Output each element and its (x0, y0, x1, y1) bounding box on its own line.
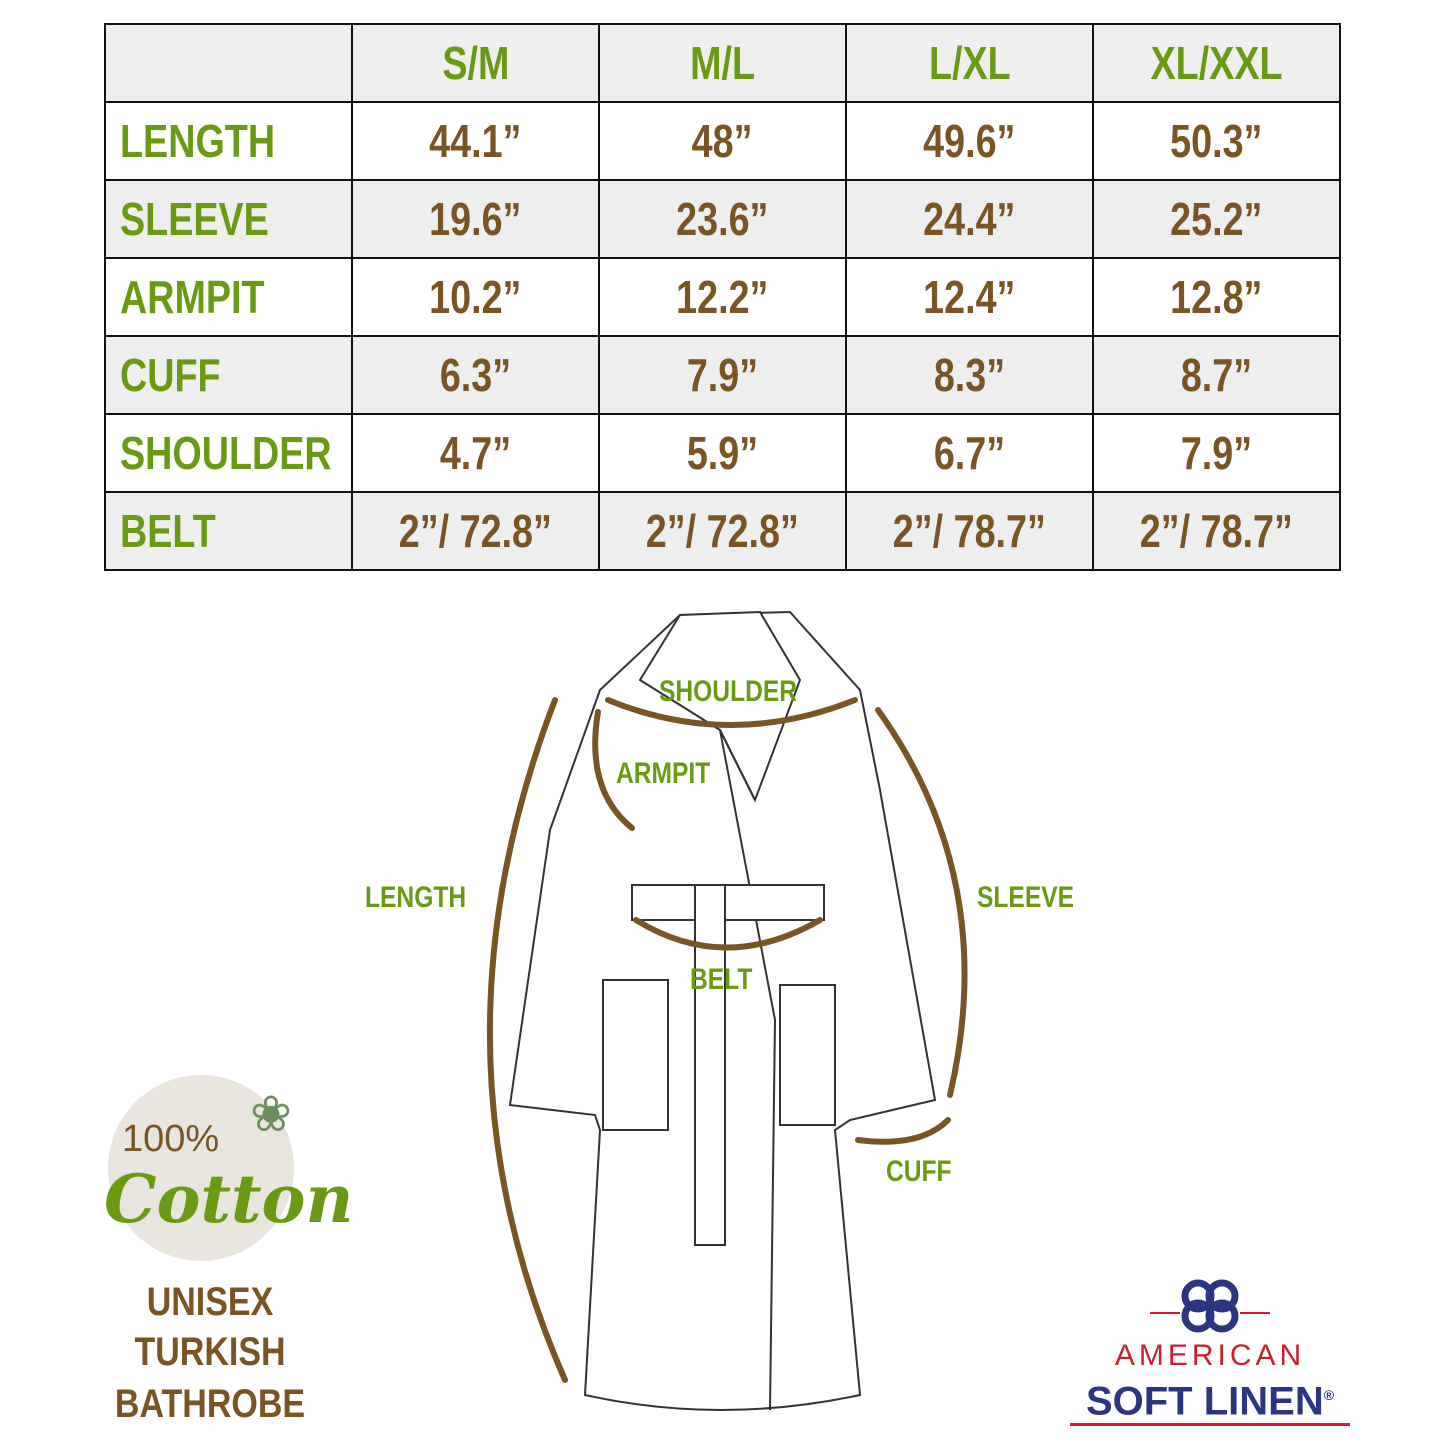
measurement-cell: 49.6” (845, 101, 1094, 181)
robe-front-edge (719, 729, 777, 1411)
armpit-label: ARMPIT (616, 757, 711, 790)
product-line-1: UNISEX (146, 1280, 274, 1324)
registered-mark: ® (1323, 1387, 1335, 1403)
measurement-cell: 5.9” (598, 413, 847, 493)
row-label: CUFF (104, 335, 353, 415)
measurement-cell: 25.2” (1092, 179, 1341, 259)
measurement-cell: 12.8” (1092, 257, 1341, 337)
sleeve-label: SLEEVE (977, 881, 1075, 914)
belt-arrow (633, 917, 823, 951)
measurement-cell: 19.6” (351, 179, 600, 259)
measurement-cell: 48” (598, 101, 847, 181)
badge-material: Cotton (104, 1160, 354, 1238)
row-label: SHOULDER (104, 413, 353, 493)
measurement-cell: 10.2” (351, 257, 600, 337)
cuff-arrow (855, 1117, 951, 1145)
table-row: ARMPIT 10.2” 12.2” 12.4” 12.8” (104, 257, 1341, 337)
measurement-cell: 6.7” (845, 413, 1094, 493)
pocket-right (779, 984, 836, 1126)
size-chart-table: S/M M/L L/XL XL/XXL LENGTH 44.1” 48” 49.6” 5… (104, 23, 1341, 571)
armpit-arrow (592, 709, 635, 831)
robe-belt-tail (694, 884, 726, 1246)
measurement-cell: 2”/ 78.7” (1092, 491, 1341, 571)
table-header-row: S/M M/L L/XL XL/XXL (104, 23, 1341, 103)
length-label: LENGTH (365, 881, 467, 914)
measurement-cell: 44.1” (351, 101, 600, 181)
measurement-cell: 50.3” (1092, 101, 1341, 181)
row-label: SLEEVE (104, 179, 353, 259)
brand-logo: AMERICAN SOFT LINEN® (1070, 1278, 1350, 1427)
cotton-badge (108, 1075, 294, 1261)
table-row: LENGTH 44.1” 48” 49.6” 50.3” (104, 101, 1341, 181)
measurement-cell: 8.3” (845, 335, 1094, 415)
badge-percent: 100% (122, 1118, 220, 1160)
measurement-cell: 24.4” (845, 179, 1094, 259)
table-row: SLEEVE 19.6” 23.6” 24.4” 25.2” (104, 179, 1341, 259)
table-row: BELT 2”/ 72.8” 2”/ 72.8” 2”/ 78.7” 2”/ 78.7” (104, 491, 1341, 571)
sleeve-arrow (875, 707, 968, 1098)
product-line-3: BATHROBE (114, 1382, 306, 1426)
measurement-cell: 12.2” (598, 257, 847, 337)
measurement-cell: 4.7” (351, 413, 600, 493)
measurement-cell: 7.9” (1092, 413, 1341, 493)
belt-label: BELT (690, 963, 753, 996)
measurement-cell: 2”/ 72.8” (351, 491, 600, 571)
table-row: SHOULDER 4.7” 5.9” 6.7” 7.9” (104, 413, 1341, 493)
row-label: ARMPIT (104, 257, 353, 337)
measurement-cell: 8.7” (1092, 335, 1341, 415)
product-line-2: TURKISH (134, 1330, 286, 1374)
knot-logo-icon (1150, 1279, 1270, 1333)
row-label: BELT (104, 491, 353, 571)
header-cell (104, 23, 353, 103)
length-arrow (486, 697, 568, 1383)
measurement-cell: 23.6” (598, 179, 847, 259)
measurement-cell: 2”/ 72.8” (598, 491, 847, 571)
row-label: LENGTH (104, 101, 353, 181)
measurement-cell: 2”/ 78.7” (845, 491, 1094, 571)
header-cell: M/L (598, 23, 847, 103)
logo-top-text: AMERICAN (1114, 1339, 1306, 1372)
header-cell: L/XL (845, 23, 1094, 103)
shoulder-label: SHOULDER (659, 675, 798, 708)
measurement-cell: 7.9” (598, 335, 847, 415)
header-cell: XL/XXL (1092, 23, 1341, 103)
pocket-left (602, 979, 669, 1131)
cuff-label: CUFF (886, 1155, 952, 1188)
measurement-cell: 6.3” (351, 335, 600, 415)
robe-belt (631, 884, 825, 921)
header-cell: S/M (351, 23, 600, 103)
table-row: CUFF 6.3” 7.9” 8.3” 8.7” (104, 335, 1341, 415)
measurement-cell: 12.4” (845, 257, 1094, 337)
cotton-flower-icon: ❀ (250, 1086, 292, 1142)
shoulder-arrow (605, 697, 858, 728)
logo-bottom-text: SOFT LINEN (1085, 1379, 1324, 1424)
